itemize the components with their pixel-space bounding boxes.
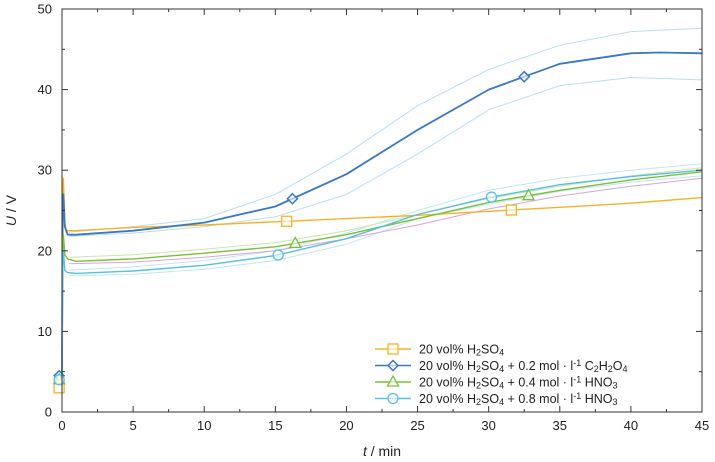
series-1-marker bbox=[281, 215, 293, 227]
y-axis-label: U / V bbox=[3, 194, 19, 226]
y-axis-label-symbol: U bbox=[3, 215, 19, 226]
y-tick-label: 40 bbox=[38, 82, 52, 97]
series-4-marker bbox=[272, 249, 284, 261]
series-line-3 bbox=[61, 171, 703, 380]
plot-frame bbox=[61, 8, 703, 413]
x-tick-label: 20 bbox=[339, 418, 353, 433]
deviation-bands bbox=[69, 27, 703, 277]
series-2-marker bbox=[518, 70, 531, 83]
x-tick-label: 35 bbox=[553, 418, 567, 433]
y-axis-label-unit: / V bbox=[3, 194, 19, 216]
deviation-band-6 bbox=[69, 177, 703, 265]
y-tick-label: 50 bbox=[38, 2, 52, 17]
y-tick-label: 10 bbox=[38, 324, 52, 339]
x-axis-label: t / min bbox=[363, 443, 401, 459]
series-line-4 bbox=[61, 169, 703, 380]
y-tick-label: 30 bbox=[38, 163, 52, 178]
series-1-marker bbox=[505, 204, 518, 216]
series-2-marker bbox=[286, 192, 299, 205]
legend-label-4: 20 vol% H2SO4 + 0.8 mol · l-1 HNO3 bbox=[419, 391, 617, 407]
deviation-band-5 bbox=[69, 167, 703, 258]
series-line-1 bbox=[61, 177, 703, 388]
legend-marker-1 bbox=[387, 343, 399, 355]
y-tick-label: 20 bbox=[38, 243, 52, 258]
x-axis-label-unit: / min bbox=[367, 443, 401, 459]
axis-tick-labels: 0 5 10 15 20 25 30 35 40 45 0 10 20 30 40 50 bbox=[38, 2, 710, 434]
series-line-2 bbox=[61, 51, 703, 376]
series-3-marker bbox=[521, 188, 536, 201]
axis-ticks bbox=[61, 8, 703, 413]
x-tick-label: 45 bbox=[695, 418, 709, 433]
x-axis-label-symbol: t bbox=[363, 443, 368, 459]
series-markers bbox=[52, 70, 536, 394]
series-lines bbox=[61, 51, 703, 388]
deviation-band-2 bbox=[69, 76, 703, 237]
x-tick-label: 0 bbox=[58, 418, 65, 433]
y-tick-label: 0 bbox=[45, 405, 52, 420]
x-tick-label: 25 bbox=[410, 418, 424, 433]
x-tick-label: 40 bbox=[624, 418, 638, 433]
legend-marker-4 bbox=[387, 392, 399, 405]
legend-marker-2 bbox=[386, 359, 400, 372]
x-tick-label: 10 bbox=[197, 418, 211, 433]
series-4-marker bbox=[53, 374, 65, 386]
deviation-band-1 bbox=[69, 27, 703, 233]
legend-label-1: 20 vol% H2SO4 bbox=[419, 343, 504, 358]
x-tick-label: 15 bbox=[268, 418, 282, 433]
legend-marker-3 bbox=[386, 374, 400, 387]
x-tick-label: 5 bbox=[129, 418, 136, 433]
deviation-band-3 bbox=[69, 163, 703, 271]
x-tick-label: 30 bbox=[481, 418, 495, 433]
series-4-marker bbox=[485, 191, 498, 203]
series-3-marker bbox=[288, 236, 302, 249]
legend-label-3: 20 vol% H2SO4 + 0.4 mol · l-1 HNO3 bbox=[419, 375, 617, 391]
legend-label-2: 20 vol% H2SO4 + 0.2 mol · l-1 C2H2O4 bbox=[419, 358, 628, 374]
